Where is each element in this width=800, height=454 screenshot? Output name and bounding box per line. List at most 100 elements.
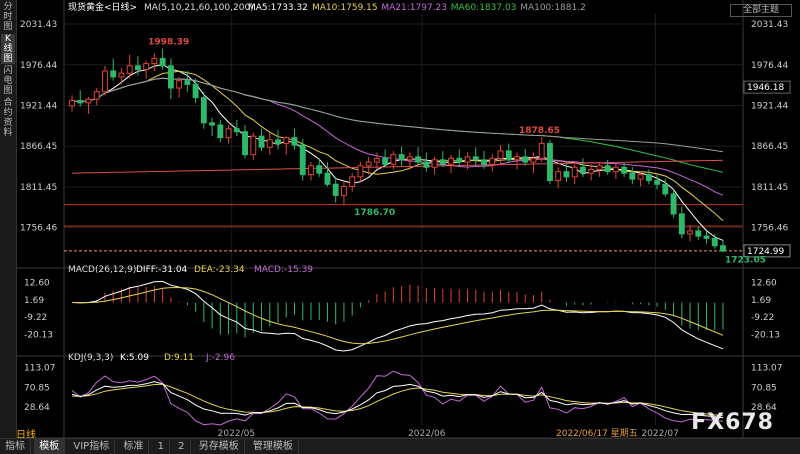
candle-body xyxy=(621,166,628,174)
candle-body xyxy=(332,183,339,196)
candle-body xyxy=(275,139,281,145)
candle-body xyxy=(579,166,586,174)
footer-tab-vip[interactable]: VIP指标 xyxy=(68,439,116,454)
macd-macd-label: MACD:-15.39 xyxy=(254,265,313,275)
footer-toolbar: 指标 模板 VIP指标 标准 1 2 另存模板 管理模板 xyxy=(0,438,800,454)
candle-body xyxy=(637,174,644,180)
ma-legend-item: MA21:1797.23 xyxy=(381,3,447,13)
macd-tick-left: 1.69 xyxy=(24,296,44,306)
candle-body xyxy=(456,157,463,163)
candle-body xyxy=(258,135,265,148)
price-tick-left: 1756.46 xyxy=(20,224,57,234)
annotation-peak2: 1878.65 xyxy=(519,126,560,136)
candle-body xyxy=(340,185,347,196)
candle-body xyxy=(439,159,446,165)
candle-body xyxy=(448,157,455,165)
candle-body xyxy=(406,156,413,161)
candle-body xyxy=(349,176,356,187)
candle-body xyxy=(176,80,183,89)
candle-body xyxy=(687,230,693,235)
theme-select[interactable]: 全部主题 xyxy=(730,4,792,17)
candle-body xyxy=(415,156,422,163)
footer-tab-standard[interactable]: 标准 xyxy=(118,439,150,454)
footer-tab-1[interactable]: 1 xyxy=(153,439,170,454)
candle-body xyxy=(209,122,216,126)
macd-dea-line xyxy=(71,286,724,345)
sidebar-tab-kline[interactable]: K线图 xyxy=(1,34,15,64)
annotation-last_low: 1723.05 xyxy=(725,255,766,265)
sidebar-tab-flash[interactable]: 闪电图 xyxy=(3,66,13,96)
candle-body xyxy=(217,124,224,139)
kdj-k-label: K:5.09 xyxy=(120,353,149,363)
price-tick-left: 1866.45 xyxy=(20,142,57,152)
candle-body xyxy=(522,156,529,163)
candle-body xyxy=(102,70,108,93)
footer-tab-manage-template[interactable]: 管理模板 xyxy=(248,439,299,454)
macd-dif-label: DIFF:-31.04 xyxy=(136,265,188,275)
kdj-j-line xyxy=(71,370,724,426)
chart-area[interactable]: 2031.43 2031.43 1976.44 1976.44 1921.44 1921.… xyxy=(16,0,800,438)
candle-body xyxy=(250,135,257,156)
candle-body xyxy=(497,150,504,159)
candle-body xyxy=(538,143,545,159)
candle-body xyxy=(308,165,314,176)
footer-tab-indicators[interactable]: 指标 xyxy=(0,439,31,454)
sidebar-tab-contract[interactable]: 合约资料 xyxy=(3,98,13,138)
candle-body xyxy=(596,165,603,170)
candle-body xyxy=(159,57,166,67)
price-tick-right: 1921.44 xyxy=(751,101,788,111)
candle-body xyxy=(645,174,652,182)
candle-body xyxy=(695,230,702,237)
candle-body xyxy=(365,161,372,167)
candle-body xyxy=(85,98,92,104)
macd-dea-label: DEA:-23.34 xyxy=(194,265,245,275)
candle-body xyxy=(604,165,611,173)
candle-body xyxy=(110,70,117,78)
macd-tick-left: 12.60 xyxy=(24,279,50,289)
candle-body xyxy=(703,235,710,239)
price-tick-left: 1976.44 xyxy=(20,61,57,71)
candle-body xyxy=(612,166,619,173)
kdj-tick-right: 70.85 xyxy=(751,383,777,393)
candle-body xyxy=(654,180,661,185)
candle-body xyxy=(555,171,562,182)
price-tick-left: 1921.44 xyxy=(20,101,57,111)
candle-body xyxy=(233,128,240,133)
candle-body xyxy=(720,245,726,252)
price-tick-right: 1866.45 xyxy=(751,142,788,152)
brand-logo: FX678 xyxy=(691,410,774,435)
candle-body xyxy=(299,144,306,176)
candle-body xyxy=(151,57,158,65)
ma-legend-label: MA(5,10,21,60,100,200) xyxy=(144,3,254,13)
macd-label: MACD(26,12,9) xyxy=(68,265,136,275)
ma-line-ma21 xyxy=(71,77,724,196)
footer-tab-save-template[interactable]: 另存模板 xyxy=(194,439,245,454)
footer-tab-2[interactable]: 2 xyxy=(173,439,191,454)
kdj-tick-right: 113.07 xyxy=(751,364,783,374)
candle-body xyxy=(711,237,718,247)
footer-tab-template[interactable]: 模板 xyxy=(34,439,66,454)
ma-legend-item: MA5:1733.32 xyxy=(248,3,308,13)
kdj-tick-left: 28.64 xyxy=(24,403,50,413)
candle-body xyxy=(398,154,405,161)
x-tick-label: 2022/05 xyxy=(218,429,255,438)
candle-body xyxy=(464,156,471,163)
macd-tick-right: -20.13 xyxy=(751,330,780,340)
kdj-tick-left: 70.85 xyxy=(24,383,50,393)
candle-body xyxy=(629,172,636,180)
candle-body xyxy=(547,143,553,182)
candle-body xyxy=(200,97,207,124)
chart-title: 现货黄金<日线> xyxy=(68,1,137,13)
candle-body xyxy=(390,154,397,165)
period-label[interactable]: 日线 xyxy=(16,430,36,441)
price-tick-right: 2031.43 xyxy=(751,20,788,30)
ma-line-ma200 xyxy=(71,159,724,174)
candle-body xyxy=(530,157,537,163)
sidebar-tab-timeshare[interactable]: 分时图 xyxy=(3,2,13,32)
side-value-box xyxy=(743,80,791,94)
candle-body xyxy=(184,80,191,85)
candle-body xyxy=(134,65,141,71)
candle-body xyxy=(472,156,479,161)
candle-body xyxy=(423,161,430,168)
macd-tick-left: -9.22 xyxy=(24,313,47,323)
